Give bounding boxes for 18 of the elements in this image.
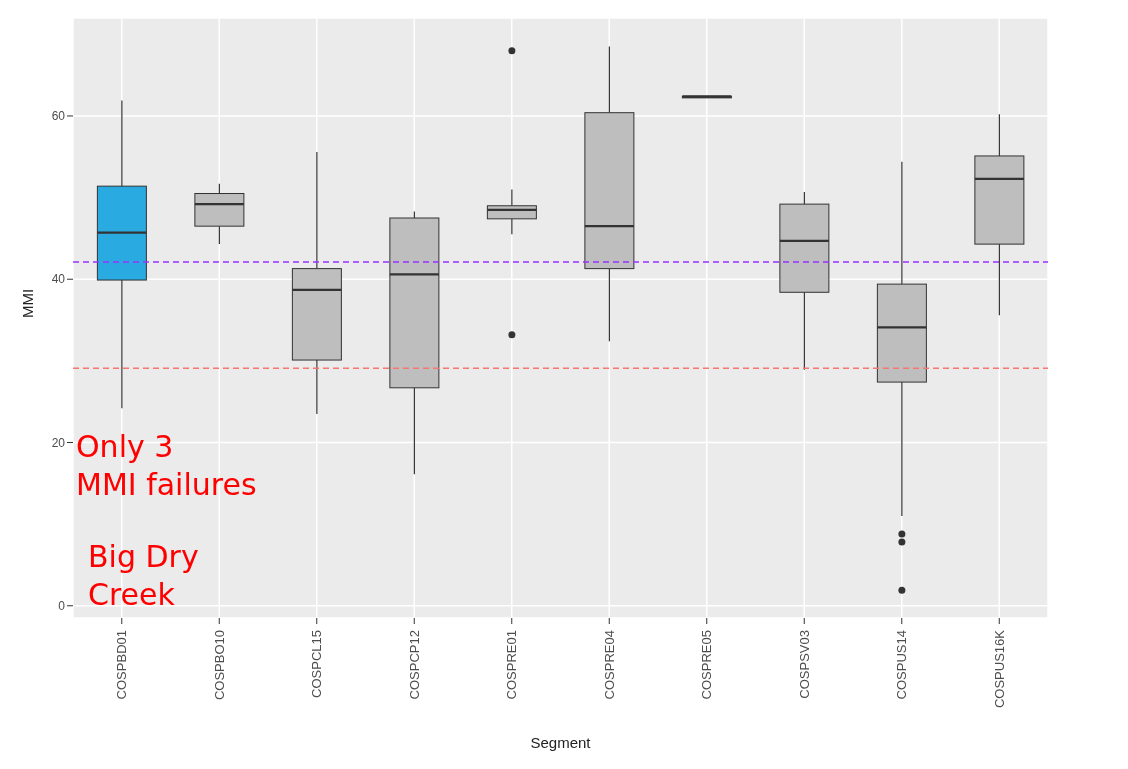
- y-tick-label: 60: [51, 109, 66, 124]
- x-tick-label: COSPBO10: [211, 630, 227, 701]
- annotation: Big Dry Creek: [88, 538, 199, 614]
- x-tick-label: COSPRE04: [601, 630, 617, 700]
- x-tick-label: COSPRE05: [699, 630, 715, 700]
- y-tick-label: 40: [51, 272, 66, 287]
- y-tick-label: 0: [58, 599, 66, 614]
- x-tick-label: COSPBD01: [114, 630, 130, 700]
- x-tick-label: COSPSV03: [796, 630, 812, 699]
- x-tick-label: COSPRE01: [504, 630, 520, 700]
- x-axis-title: Segment: [530, 734, 592, 751]
- x-tick-label: COSPCL15: [309, 630, 325, 698]
- x-tick-label: COSPUS16K: [991, 629, 1007, 709]
- y-tick-label: 20: [51, 435, 66, 450]
- x-tick-label: COSPCP12: [406, 630, 422, 700]
- x-tick-label: COSPUS14: [894, 630, 910, 700]
- y-axis-title: MMI: [19, 288, 37, 318]
- annotation: Only 3 MMI failures: [76, 428, 257, 504]
